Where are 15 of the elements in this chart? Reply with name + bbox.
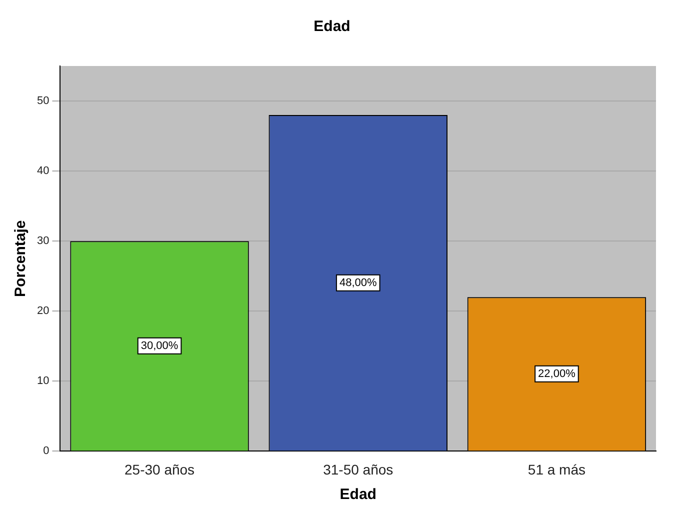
data-label: 48,00% <box>339 276 377 289</box>
chart-title: Edad <box>314 18 350 36</box>
y-tick-label: 40 <box>36 165 50 178</box>
y-tick-label: 50 <box>36 95 50 108</box>
y-tick-label: 10 <box>36 375 50 388</box>
y-tick-label: 0 <box>43 445 50 458</box>
data-label: 22,00% <box>538 368 576 380</box>
x-tick-label: 25-30 años <box>124 461 195 478</box>
x-tick-label: 51 a más <box>528 461 586 478</box>
y-axis-title: Porcentaje <box>12 220 30 297</box>
y-tick-label: 20 <box>36 305 50 318</box>
data-label: 30,00% <box>140 340 178 352</box>
x-tick-label: 31-50 años <box>323 461 394 478</box>
x-axis-title: Edad <box>340 486 376 504</box>
y-tick-label: 30 <box>36 235 50 248</box>
